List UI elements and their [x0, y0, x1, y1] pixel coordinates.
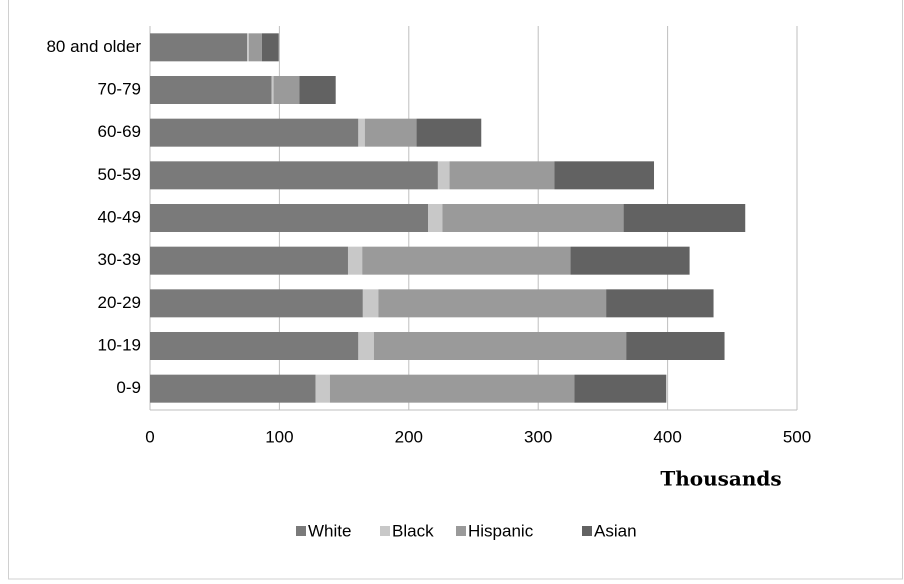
bar-segment: [574, 374, 667, 403]
bar-segment: [437, 161, 450, 190]
y-tick-label: 50-59: [98, 165, 141, 184]
x-tick-label: 100: [265, 427, 293, 446]
bar-segment: [362, 289, 379, 318]
bar-segment: [150, 289, 363, 318]
bar-segment: [606, 289, 714, 318]
bar-segment: [150, 204, 429, 232]
bar-segment: [358, 332, 374, 360]
bar-segment: [362, 246, 571, 275]
bar-segment: [315, 374, 330, 403]
bar-segment: [626, 332, 725, 360]
bar-segment: [299, 76, 336, 104]
y-tick-label: 70-79: [98, 79, 141, 98]
bar-segment: [347, 246, 363, 275]
legend-swatch: [380, 526, 390, 536]
legend-label: Asian: [594, 521, 637, 540]
x-tick-label: 400: [653, 427, 681, 446]
bar-segment: [150, 33, 248, 62]
bar-segment: [150, 374, 316, 403]
legend-label: White: [308, 521, 351, 540]
y-tick-label: 0-9: [116, 378, 141, 397]
bar-segment: [449, 161, 555, 190]
legend-swatch: [582, 526, 592, 536]
bar-segment: [378, 289, 607, 318]
legend-swatch: [296, 526, 306, 536]
bar-segment: [150, 332, 359, 360]
bar-segment: [150, 76, 272, 104]
chart-frame: [8, 0, 903, 580]
bar-segment: [428, 204, 443, 232]
y-tick-label: 80 and older: [46, 37, 141, 56]
x-tick-label: 500: [783, 427, 811, 446]
bar-segment: [271, 76, 274, 104]
y-tick-label: 40-49: [98, 207, 141, 226]
y-tick-label: 60-69: [98, 122, 141, 141]
x-axis-title: Thousands: [660, 467, 781, 491]
bar-segment: [150, 246, 348, 275]
y-tick-label: 20-29: [98, 293, 141, 312]
bar-segment: [554, 161, 655, 190]
bar-segment: [416, 118, 482, 147]
y-tick-label: 30-39: [98, 250, 141, 269]
bar-segment: [442, 204, 624, 232]
bar-segment: [247, 33, 249, 62]
bar-segment: [364, 118, 417, 147]
bar-segment: [358, 118, 365, 147]
legend-label: Black: [392, 521, 434, 540]
bar-segment: [623, 204, 746, 232]
bar-segment: [329, 374, 575, 403]
bar-segment: [248, 33, 262, 62]
bar-segment: [373, 332, 627, 360]
x-tick-label: 300: [524, 427, 552, 446]
x-tick-label: 0: [145, 427, 154, 446]
bar-segment: [150, 161, 438, 190]
bar-segment: [570, 246, 690, 275]
bar-segment: [273, 76, 300, 104]
legend-swatch: [456, 526, 466, 536]
x-tick-label: 200: [395, 427, 423, 446]
bar-segment: [150, 118, 359, 147]
y-tick-label: 10-19: [98, 335, 141, 354]
bar-segment: [261, 33, 279, 62]
legend-label: Hispanic: [468, 521, 534, 540]
